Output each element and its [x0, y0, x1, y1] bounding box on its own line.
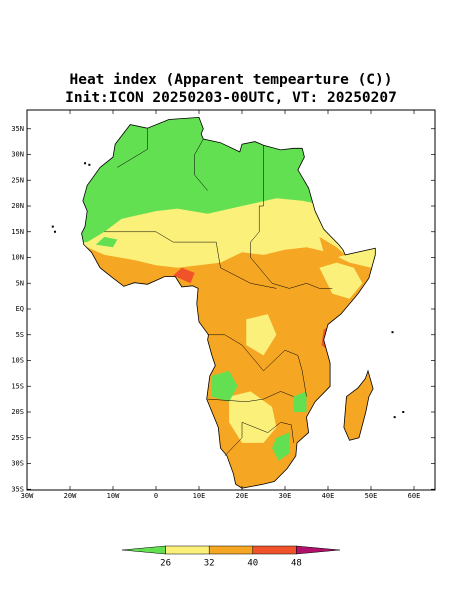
island	[402, 411, 405, 413]
lon-label: 0	[154, 492, 158, 500]
lon-label: 30E	[279, 492, 292, 500]
island	[391, 331, 394, 334]
lon-label: 30W	[21, 492, 34, 500]
colorbar-segment	[165, 545, 210, 555]
lon-label: 40E	[322, 492, 335, 500]
lat-label: 20S	[11, 408, 24, 416]
colorbar-segment	[208, 545, 254, 555]
island	[51, 225, 54, 228]
colorbar-label: 48	[291, 559, 302, 569]
colorbar-label: 40	[247, 559, 258, 569]
lon-label: 20W	[64, 492, 77, 500]
field-green-angola	[211, 370, 238, 402]
island	[393, 416, 396, 419]
lat-label: 35N	[11, 125, 24, 133]
lat-label: EQ	[16, 305, 24, 313]
field-green-se	[272, 432, 290, 461]
country-border	[250, 145, 333, 289]
colorbar-label: 32	[204, 559, 215, 569]
field-yellow-horn	[319, 262, 363, 299]
lat-label: 35S	[11, 485, 24, 493]
lon-label: 50E	[365, 492, 378, 500]
island	[53, 230, 56, 233]
lat-label: 10S	[11, 357, 24, 365]
colorbar-low	[121, 545, 166, 555]
lat-label: 15S	[11, 382, 24, 390]
country-border	[117, 128, 148, 168]
colorbar-high	[296, 545, 341, 555]
colorbar: 26 32 40 48	[121, 545, 341, 569]
lon-label: 20E	[236, 492, 249, 500]
colorbar-label: 26	[160, 559, 171, 569]
axis-ticks: 35N 30N 25N 20N 15N 10N 5N EQ 5S 10S 15S 20S 25S 30S 3…	[11, 110, 435, 500]
field-orange-horn	[319, 236, 346, 258]
country-border	[207, 334, 307, 397]
country-border	[104, 231, 277, 289]
lat-label: 5S	[16, 331, 24, 339]
map-frame	[26, 109, 436, 491]
lat-label: 20N	[11, 202, 24, 210]
country-border	[207, 391, 294, 402]
field-green-moz	[293, 391, 307, 412]
lat-label: 5N	[16, 279, 24, 287]
lon-label: 60E	[408, 492, 421, 500]
lat-label: 25S	[11, 434, 24, 442]
colorbar-segment	[252, 545, 297, 555]
field-yellow-south	[229, 391, 277, 443]
field-yellow-central	[246, 314, 277, 356]
country-border	[194, 138, 208, 191]
map-subtitle: Init:ICON 20250203-00UTC, VT: 20250207	[65, 90, 397, 106]
map-title: Heat index (Apparent tempearture (C))	[69, 72, 392, 88]
lat-label: 30N	[11, 151, 24, 159]
field-green-west	[95, 236, 118, 248]
island	[88, 163, 91, 166]
lat-label: 15N	[11, 228, 24, 236]
coastline	[81, 116, 376, 489]
island	[84, 162, 87, 165]
country-border	[224, 421, 294, 456]
lat-label: 30S	[11, 460, 24, 468]
lat-label: 25N	[11, 176, 24, 184]
lon-label: 10W	[107, 492, 120, 500]
lon-label: 10E	[193, 492, 206, 500]
lat-label: 10N	[11, 254, 24, 262]
field-red	[173, 267, 195, 284]
coastline-madagascar	[343, 369, 374, 441]
